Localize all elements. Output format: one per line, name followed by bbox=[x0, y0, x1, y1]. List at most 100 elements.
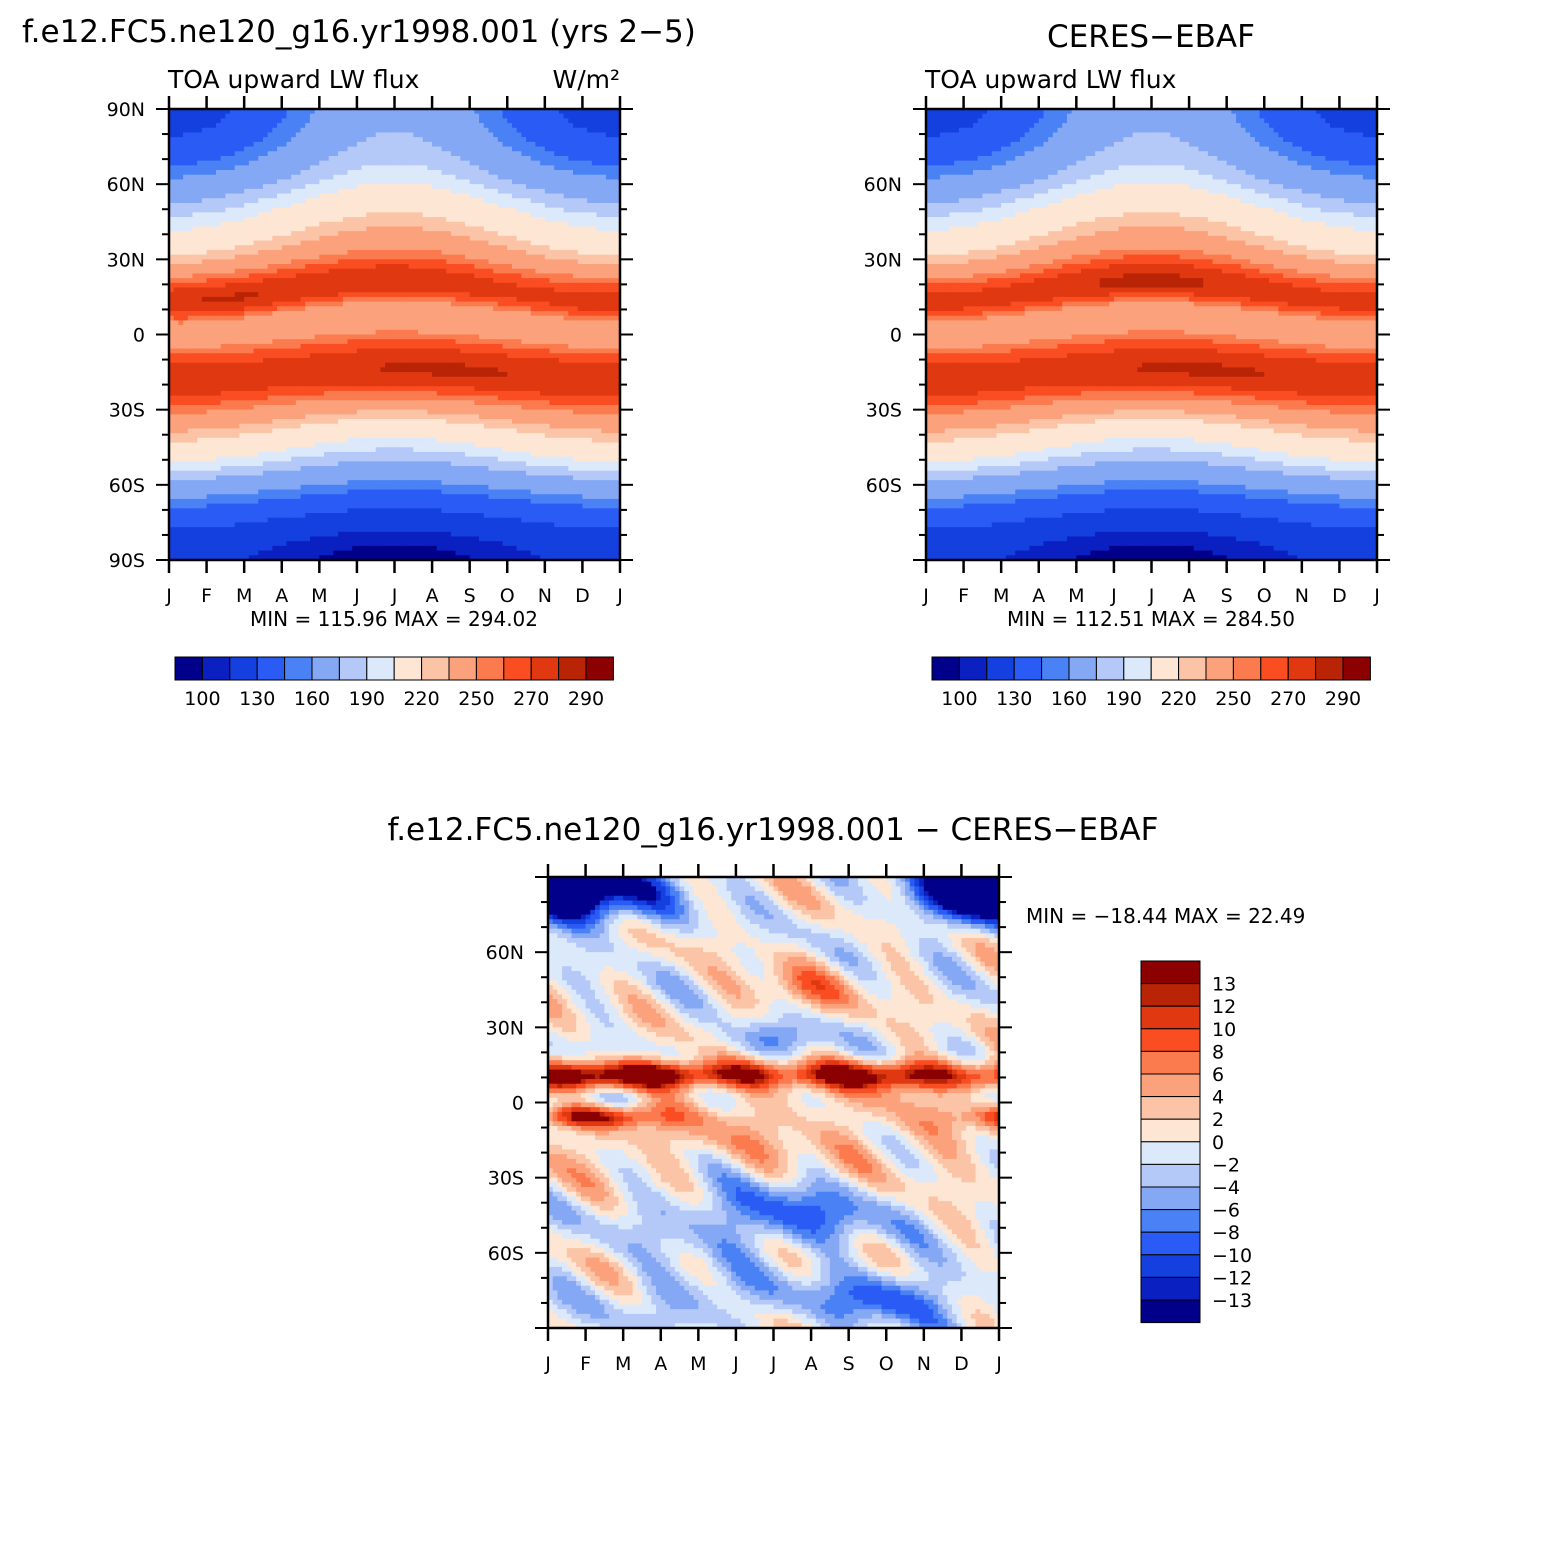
heatmap-cell bbox=[375, 329, 382, 336]
heatmap-cell bbox=[436, 240, 443, 246]
heatmap-cell bbox=[267, 339, 273, 345]
heatmap-cell bbox=[356, 226, 363, 232]
heatmap-cell bbox=[460, 268, 466, 275]
heatmap-cell bbox=[610, 179, 616, 185]
heatmap-cell bbox=[324, 198, 330, 204]
heatmap-cell bbox=[267, 226, 273, 232]
heatmap-cell bbox=[450, 123, 457, 129]
heatmap-cell bbox=[286, 320, 292, 326]
heatmap-cell bbox=[502, 231, 508, 237]
heatmap-cell bbox=[399, 334, 405, 340]
heatmap-cell bbox=[535, 170, 541, 176]
heatmap-cell bbox=[267, 184, 273, 190]
heatmap-cell bbox=[361, 235, 367, 242]
heatmap-cell bbox=[352, 170, 358, 176]
heatmap-cell bbox=[558, 315, 565, 322]
heatmap-cell bbox=[474, 160, 480, 166]
heatmap-cell bbox=[342, 132, 349, 138]
heatmap-cell bbox=[248, 296, 255, 303]
heatmap-cell bbox=[507, 137, 513, 143]
heatmap-cell bbox=[333, 146, 339, 152]
heatmap-cell bbox=[507, 325, 513, 331]
heatmap-cell bbox=[277, 146, 283, 152]
heatmap-cell bbox=[352, 207, 358, 213]
heatmap-cell bbox=[511, 329, 518, 336]
heatmap-cell bbox=[178, 137, 184, 143]
heatmap-cell bbox=[587, 259, 593, 265]
heatmap-cell bbox=[211, 165, 217, 171]
heatmap-cell bbox=[342, 207, 349, 213]
heatmap-cell bbox=[488, 339, 494, 345]
heatmap-cell bbox=[558, 170, 565, 176]
heatmap-cell bbox=[211, 137, 217, 143]
heatmap-cell bbox=[432, 320, 438, 326]
heatmap-cell bbox=[596, 146, 602, 152]
heatmap-cell bbox=[394, 287, 400, 293]
heatmap-cell bbox=[601, 245, 607, 251]
heatmap-cell bbox=[366, 184, 372, 190]
heatmap-cell bbox=[488, 235, 494, 242]
heatmap-cell bbox=[427, 207, 433, 213]
heatmap-cell bbox=[389, 179, 396, 185]
heatmap-cell bbox=[460, 249, 466, 256]
heatmap-cell bbox=[455, 334, 461, 340]
heatmap-cell bbox=[483, 217, 490, 223]
heatmap-cell bbox=[206, 170, 212, 176]
heatmap-cell bbox=[521, 170, 527, 176]
heatmap-cell bbox=[380, 306, 386, 312]
heatmap-cell bbox=[295, 231, 302, 237]
heatmap-cell bbox=[582, 141, 588, 148]
heatmap-cell bbox=[573, 193, 579, 199]
heatmap-cell bbox=[488, 146, 494, 152]
heatmap-cell bbox=[183, 245, 189, 251]
heatmap-cell bbox=[403, 235, 410, 242]
heatmap-cell bbox=[192, 339, 198, 345]
heatmap-cell bbox=[291, 188, 297, 195]
heatmap-cell bbox=[319, 226, 325, 232]
heatmap-cell bbox=[277, 329, 283, 336]
heatmap-cell bbox=[577, 301, 584, 307]
heatmap-cell bbox=[587, 292, 593, 298]
heatmap-cell bbox=[479, 202, 485, 209]
heatmap-cell bbox=[568, 320, 574, 326]
heatmap-cell bbox=[347, 259, 353, 265]
heatmap-cell bbox=[197, 325, 203, 331]
heatmap-cell bbox=[262, 306, 269, 312]
heatmap-cell bbox=[455, 268, 461, 275]
heatmap-cell bbox=[371, 296, 377, 303]
heatmap-cell bbox=[530, 226, 537, 232]
heatmap-cell bbox=[610, 311, 616, 317]
heatmap-cell bbox=[587, 170, 593, 176]
heatmap-cell bbox=[615, 334, 620, 340]
heatmap-cell bbox=[258, 221, 264, 228]
heatmap-cell bbox=[197, 278, 203, 284]
heatmap-cell bbox=[356, 118, 363, 124]
heatmap-cell bbox=[587, 137, 593, 143]
heatmap-cell bbox=[422, 334, 428, 340]
heatmap-cell bbox=[535, 296, 541, 303]
heatmap-cell bbox=[192, 113, 198, 119]
heatmap-cell bbox=[183, 306, 189, 312]
heatmap-cell bbox=[375, 165, 382, 171]
heatmap-cell bbox=[479, 141, 485, 148]
heatmap-cell bbox=[244, 282, 250, 289]
heatmap-cell bbox=[281, 296, 288, 303]
heatmap-cell bbox=[314, 207, 320, 213]
heatmap-cell bbox=[568, 212, 574, 218]
heatmap-cell bbox=[455, 118, 461, 124]
heatmap-cell bbox=[455, 113, 461, 119]
heatmap-cell bbox=[483, 240, 490, 246]
heatmap-cell bbox=[450, 301, 457, 307]
heatmap-cell bbox=[521, 306, 527, 312]
heatmap-cell bbox=[469, 273, 475, 279]
heatmap-cell bbox=[460, 315, 466, 322]
heatmap-cell bbox=[563, 184, 569, 190]
heatmap-cell bbox=[262, 287, 269, 293]
heatmap-cell bbox=[375, 264, 382, 270]
heatmap-cell bbox=[183, 132, 189, 138]
heatmap-cell bbox=[234, 160, 241, 166]
heatmap-cell bbox=[169, 188, 175, 195]
heatmap-cell bbox=[591, 226, 598, 232]
heatmap-cell bbox=[187, 217, 194, 223]
heatmap-cell bbox=[436, 268, 443, 275]
